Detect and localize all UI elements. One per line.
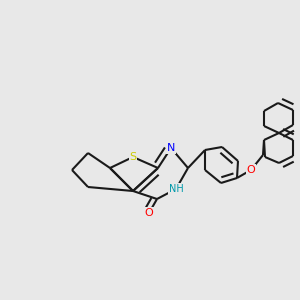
Text: O: O <box>247 165 255 175</box>
Text: NH: NH <box>169 184 183 194</box>
Text: N: N <box>167 143 175 153</box>
Text: O: O <box>145 208 153 218</box>
Text: S: S <box>129 152 137 162</box>
